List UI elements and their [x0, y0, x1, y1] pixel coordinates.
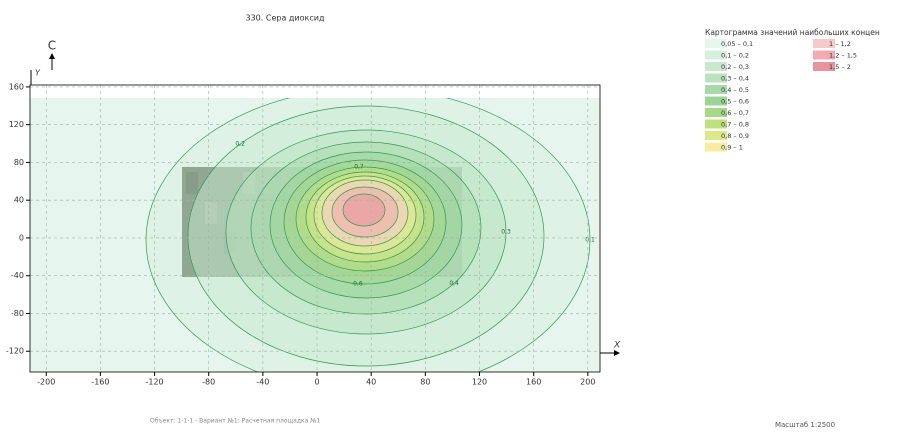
contour-label: 0,4 — [449, 280, 459, 287]
y-tick-label: 80 — [14, 158, 24, 167]
x-arrow-head — [614, 350, 620, 356]
y-tick-label: -120 — [6, 347, 24, 356]
x-tick-label: 40 — [366, 378, 376, 387]
legend-swatch — [813, 50, 835, 60]
legend-label: 0,9 – 1 — [721, 144, 743, 152]
legend-label: 0,1 – 0,2 — [721, 52, 749, 60]
plot: 0,1 0,2 0,3 0,4 0,6 0,7 -200 -160 -120 -80 -40 0 40 8… — [6, 69, 621, 387]
legend-swatch — [705, 96, 727, 106]
plot-frame — [29, 84, 601, 373]
title: 330. Сера диоксид — [246, 14, 325, 23]
contour — [342, 193, 386, 227]
legend-label: 0,6 – 0,7 — [721, 109, 749, 117]
legend-swatch — [705, 119, 727, 129]
y-tick-label: -40 — [11, 271, 24, 280]
legend: Картограмма значений наибольших концен 0,… — [705, 28, 880, 152]
x-tick-label: -120 — [145, 378, 163, 387]
y-tick-label: 160 — [9, 82, 24, 91]
legend-label: 0,2 – 0,3 — [721, 63, 749, 71]
contour-label: 0,6 — [353, 280, 363, 287]
legend-swatch — [705, 142, 727, 152]
x-axis-label: X — [613, 341, 621, 351]
legend-title: Картограмма значений наибольших концен — [705, 28, 880, 37]
legend-label: 1,2 – 1,5 — [829, 52, 857, 60]
legend-swatch — [705, 39, 727, 48]
legend-swatch — [813, 62, 835, 71]
y-tick-label: -80 — [11, 309, 24, 318]
x-tick-label: 200 — [580, 378, 595, 387]
footer-scale: Масштаб 1:2500 — [775, 421, 835, 429]
legend-label: 0,5 – 0,6 — [721, 98, 749, 106]
y-tick-label: 120 — [9, 120, 24, 129]
x-tick-label: -200 — [37, 378, 55, 387]
contour-label: 0,2 — [235, 141, 245, 148]
legend-swatch — [705, 108, 727, 117]
x-tick-label: -40 — [256, 378, 269, 387]
legend-label: 1,5 – 2 — [829, 63, 851, 71]
legend-label: 1 – 1,2 — [829, 40, 851, 48]
legend-swatch — [705, 131, 727, 140]
legend-swatch — [705, 50, 727, 60]
legend-label: 0,8 – 0,9 — [721, 132, 749, 140]
x-tick-label: 160 — [526, 378, 541, 387]
y-axis-label: Y — [35, 69, 41, 78]
x-tick-label: -80 — [202, 378, 215, 387]
legend-swatch — [705, 85, 727, 94]
legend-swatch — [813, 39, 835, 48]
north-label: С — [48, 39, 56, 53]
footer-object: Объект: 1-1-1 - Вариант №1: Расчетная пл… — [150, 418, 320, 425]
north-arrow-head — [49, 53, 55, 59]
legend-label: 0,7 – 0,8 — [721, 121, 749, 129]
legend-label: 0,05 – 0,1 — [721, 40, 753, 48]
contour-label: 0,3 — [501, 229, 511, 236]
contour-label: 0,1 — [585, 237, 595, 244]
legend-swatch — [705, 62, 727, 71]
legend-label: 0,4 – 0,5 — [721, 86, 749, 94]
contour-label: 0,7 — [354, 164, 364, 171]
x-tick-label: -160 — [91, 378, 109, 387]
y-tick-label: 0 — [19, 233, 24, 242]
x-tick-label: 0 — [314, 378, 319, 387]
y-tick-label: 40 — [14, 196, 24, 205]
legend-label: 0,3 – 0,4 — [721, 75, 749, 83]
x-tick-label: 80 — [420, 378, 430, 387]
contours: 0,1 0,2 0,3 0,4 0,6 0,7 — [145, 98, 595, 372]
x-tick-label: 120 — [472, 378, 487, 387]
legend-swatch — [705, 73, 727, 83]
